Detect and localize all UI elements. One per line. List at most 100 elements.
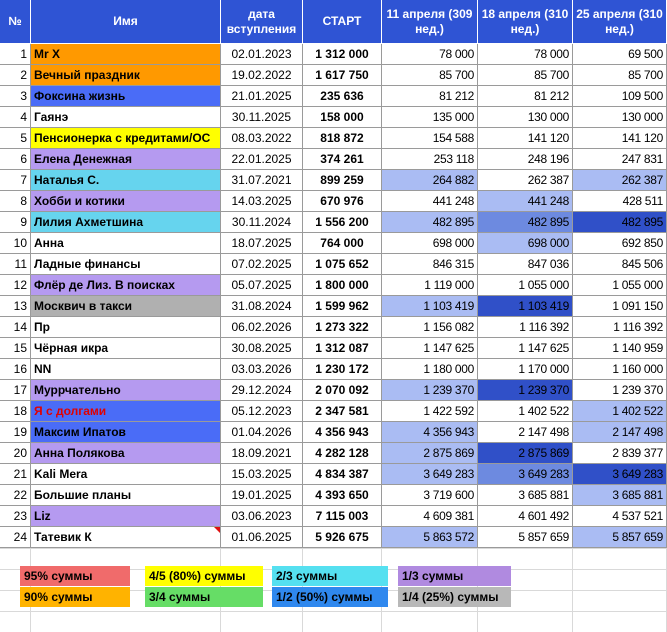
cell-w3[interactable]: 262 387 [573,170,667,191]
cell-w3[interactable]: 247 831 [573,149,667,170]
cell-name[interactable]: Вечный праздник [31,65,221,86]
header-num[interactable]: № [0,0,31,44]
cell-date[interactable]: 14.03.2025 [221,191,303,212]
cell-w2[interactable]: 5 857 659 [478,527,573,548]
cell-w3[interactable]: 1 160 000 [573,359,667,380]
cell-start[interactable]: 1 075 652 [303,254,382,275]
cell-w2[interactable]: 482 895 [478,212,573,233]
cell-w1[interactable]: 4 356 943 [382,422,478,443]
cell-name[interactable]: Татевик К [31,527,221,548]
cell-num[interactable]: 23 [0,506,31,527]
cell-num[interactable]: 1 [0,44,31,65]
cell-date[interactable]: 08.03.2022 [221,128,303,149]
cell-start[interactable]: 4 356 943 [303,422,382,443]
cell-w1[interactable]: 81 212 [382,86,478,107]
cell-start[interactable]: 1 312 000 [303,44,382,65]
cell-num[interactable]: 22 [0,485,31,506]
cell-date[interactable]: 18.07.2025 [221,233,303,254]
header-week-1[interactable]: 11 апреля (309 нед.) [382,0,478,44]
cell-num[interactable]: 3 [0,86,31,107]
cell-name[interactable]: Лилия Ахметшина [31,212,221,233]
cell-w3[interactable]: 1 239 370 [573,380,667,401]
cell-w2[interactable]: 78 000 [478,44,573,65]
cell-start[interactable]: 2 070 092 [303,380,382,401]
cell-w1[interactable]: 3 649 283 [382,464,478,485]
cell-name[interactable]: Kali Mera [31,464,221,485]
cell-w3[interactable]: 1 116 392 [573,317,667,338]
cell-start[interactable]: 158 000 [303,107,382,128]
cell-name[interactable]: Елена Денежная [31,149,221,170]
cell-date[interactable]: 31.07.2021 [221,170,303,191]
cell-name[interactable]: Я с долгами [31,401,221,422]
cell-num[interactable]: 16 [0,359,31,380]
cell-w1[interactable]: 1 422 592 [382,401,478,422]
cell-date[interactable]: 15.03.2025 [221,464,303,485]
cell-start[interactable]: 1 273 322 [303,317,382,338]
cell-w2[interactable]: 698 000 [478,233,573,254]
cell-w1[interactable]: 253 118 [382,149,478,170]
comment-indicator[interactable] [214,527,220,533]
cell-date[interactable]: 07.02.2025 [221,254,303,275]
cell-name[interactable]: Фоксина жизнь [31,86,221,107]
cell-w1[interactable]: 1 119 000 [382,275,478,296]
cell-w2[interactable]: 847 036 [478,254,573,275]
cell-start[interactable]: 670 976 [303,191,382,212]
cell-start[interactable]: 4 834 387 [303,464,382,485]
cell-w3[interactable]: 5 857 659 [573,527,667,548]
cell-date[interactable]: 21.01.2025 [221,86,303,107]
cell-name[interactable]: Москвич в такси [31,296,221,317]
cell-start[interactable]: 4 393 650 [303,485,382,506]
cell-w3[interactable]: 85 700 [573,65,667,86]
cell-w1[interactable]: 85 700 [382,65,478,86]
cell-w2[interactable]: 4 601 492 [478,506,573,527]
cell-name[interactable]: Хобби и котики [31,191,221,212]
cell-w1[interactable]: 5 863 572 [382,527,478,548]
cell-w1[interactable]: 1 180 000 [382,359,478,380]
cell-w2[interactable]: 3 649 283 [478,464,573,485]
cell-date[interactable]: 01.04.2026 [221,422,303,443]
cell-start[interactable]: 899 259 [303,170,382,191]
cell-w1[interactable]: 4 609 381 [382,506,478,527]
cell-num[interactable]: 10 [0,233,31,254]
cell-w1[interactable]: 3 719 600 [382,485,478,506]
cell-w1[interactable]: 1 156 082 [382,317,478,338]
cell-name[interactable]: Mr X [31,44,221,65]
cell-w3[interactable]: 2 147 498 [573,422,667,443]
cell-w3[interactable]: 3 685 881 [573,485,667,506]
cell-w3[interactable]: 2 839 377 [573,443,667,464]
cell-w1[interactable]: 1 239 370 [382,380,478,401]
cell-start[interactable]: 2 347 581 [303,401,382,422]
cell-num[interactable]: 20 [0,443,31,464]
cell-w3[interactable]: 428 511 [573,191,667,212]
header-start[interactable]: СТАРТ [303,0,382,44]
cell-start[interactable]: 1 312 087 [303,338,382,359]
cell-start[interactable]: 5 926 675 [303,527,382,548]
cell-num[interactable]: 5 [0,128,31,149]
cell-start[interactable]: 374 261 [303,149,382,170]
cell-w3[interactable]: 1 402 522 [573,401,667,422]
cell-w3[interactable]: 3 649 283 [573,464,667,485]
cell-w2[interactable]: 248 196 [478,149,573,170]
cell-date[interactable]: 29.12.2024 [221,380,303,401]
cell-name[interactable]: Ладные финансы [31,254,221,275]
cell-start[interactable]: 4 282 128 [303,443,382,464]
cell-num[interactable]: 7 [0,170,31,191]
header-date[interactable]: дата вступления [221,0,303,44]
cell-start[interactable]: 235 636 [303,86,382,107]
cell-date[interactable]: 05.12.2023 [221,401,303,422]
cell-w2[interactable]: 262 387 [478,170,573,191]
cell-w1[interactable]: 441 248 [382,191,478,212]
cell-date[interactable]: 30.11.2024 [221,212,303,233]
cell-date[interactable]: 19.01.2025 [221,485,303,506]
cell-date[interactable]: 19.02.2022 [221,65,303,86]
cell-w2[interactable]: 85 700 [478,65,573,86]
cell-w1[interactable]: 846 315 [382,254,478,275]
cell-name[interactable]: Анна Полякова [31,443,221,464]
cell-num[interactable]: 2 [0,65,31,86]
cell-name[interactable]: Гаянэ [31,107,221,128]
cell-start[interactable]: 1 230 172 [303,359,382,380]
cell-w2[interactable]: 1 147 625 [478,338,573,359]
cell-w3[interactable]: 69 500 [573,44,667,65]
cell-date[interactable]: 22.01.2025 [221,149,303,170]
header-week-3[interactable]: 25 апреля (310 нед.) [573,0,667,44]
